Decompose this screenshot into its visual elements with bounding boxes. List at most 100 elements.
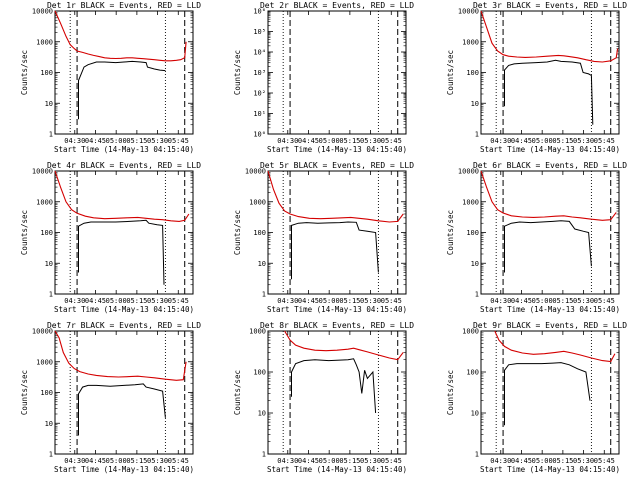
ytick-label: 10000 — [32, 328, 53, 336]
xtick-label: 05:30 — [360, 457, 381, 465]
xtick-label: 05:15 — [126, 137, 147, 145]
xtick-label: 05:30 — [147, 297, 168, 305]
xtick-label: 05:30 — [147, 137, 168, 145]
panel-title: Det 3r BLACK = Events, RED = LLD — [473, 1, 627, 10]
ytick-label: 100 — [40, 229, 53, 237]
series-lld — [54, 10, 187, 62]
xtick-label: 05:30 — [360, 137, 381, 145]
xtick-label: 05:00 — [532, 457, 553, 465]
xtick-label: 05:00 — [106, 457, 127, 465]
ytick-label: 1 — [49, 131, 53, 139]
xtick-label: 05:15 — [126, 457, 147, 465]
xtick-label: 05:00 — [532, 137, 553, 145]
xtick-label: 05:45 — [168, 137, 189, 145]
xtick-label: 05:15 — [126, 297, 147, 305]
x-axis-label: Start Time (14-May-13 04:15:40) — [267, 305, 407, 314]
ytick-label: 1000 — [462, 198, 479, 206]
xtick-label: 05:30 — [147, 457, 168, 465]
ytick-label: 1000 — [462, 38, 479, 46]
ytick-label: 1 — [49, 451, 53, 459]
ytick-label: 1000 — [36, 358, 53, 366]
xtick-label: 04:45 — [298, 297, 319, 305]
series-events — [78, 383, 166, 436]
series-events — [78, 219, 165, 285]
xtick-label: 04:45 — [85, 137, 106, 145]
ytick-label: 1 — [475, 291, 479, 299]
ytick-label: 10000 — [32, 168, 53, 176]
xtick-label: 05:00 — [319, 137, 340, 145]
panel-title: Det 4r BLACK = Events, RED = LLD — [47, 161, 201, 170]
x-axis-label: Start Time (14-May-13 04:15:40) — [54, 305, 194, 314]
y-axis-label: Counts/sec — [233, 370, 242, 415]
ytick-label: 10 — [45, 420, 53, 428]
xtick-label: 04:30 — [64, 457, 85, 465]
ytick-label: 10 — [471, 100, 479, 108]
xtick-label: 04:30 — [64, 137, 85, 145]
x-axis-label: Start Time (14-May-13 04:15:40) — [54, 465, 194, 474]
xtick-label: 04:45 — [85, 457, 106, 465]
series-lld — [54, 170, 190, 222]
ytick-label: 100 — [466, 229, 479, 237]
y-axis-label: Counts/sec — [446, 50, 455, 95]
xtick-label: 05:45 — [594, 457, 615, 465]
panel-title: Det 9r BLACK = Events, RED = LLD — [473, 321, 627, 330]
ytick-label: 10 — [45, 260, 53, 268]
panel-title: Det 7r BLACK = Events, RED = LLD — [47, 321, 201, 330]
ytick-label: 10 — [471, 410, 479, 418]
plot-frame — [54, 330, 194, 455]
panel-6r: Det 6r BLACK = Events, RED = LLD10000100… — [446, 161, 627, 314]
plot-frame — [54, 10, 194, 135]
series-events — [291, 221, 379, 280]
xtick-label: 04:30 — [277, 137, 298, 145]
x-axis-label: Start Time (14-May-13 04:15:40) — [54, 145, 194, 154]
series-events — [78, 60, 166, 120]
ytick-label: 100 — [466, 369, 479, 377]
xtick-label: 05:30 — [573, 297, 594, 305]
x-axis-label: Start Time (14-May-13 04:15:40) — [480, 145, 620, 154]
xtick-label: 05:30 — [573, 137, 594, 145]
series-lld — [480, 10, 619, 63]
ytick-label: 10² — [253, 90, 266, 98]
ytick-label: 1000 — [249, 198, 266, 206]
xtick-label: 05:00 — [319, 457, 340, 465]
xtick-label: 05:15 — [339, 297, 360, 305]
xtick-label: 04:45 — [511, 297, 532, 305]
xtick-label: 05:00 — [532, 297, 553, 305]
y-axis-label: Counts/sec — [20, 210, 29, 255]
panel-1r: Det 1r BLACK = Events, RED = LLD10000100… — [20, 1, 201, 154]
ytick-label: 100 — [466, 69, 479, 77]
x-axis-label: Start Time (14-May-13 04:15:40) — [267, 465, 407, 474]
panel-title: Det 5r BLACK = Events, RED = LLD — [260, 161, 414, 170]
ytick-label: 10⁶ — [253, 8, 266, 16]
ytick-label: 100 — [253, 369, 266, 377]
ytick-label: 10000 — [32, 8, 53, 16]
plot-frame — [480, 170, 620, 295]
panel-title: Det 6r BLACK = Events, RED = LLD — [473, 161, 627, 170]
xtick-label: 05:15 — [552, 297, 573, 305]
xtick-label: 05:30 — [360, 297, 381, 305]
xtick-label: 05:15 — [339, 137, 360, 145]
ytick-label: 10³ — [253, 69, 266, 77]
ytick-label: 10¹ — [253, 110, 266, 118]
series-lld — [480, 170, 617, 221]
xtick-label: 05:15 — [552, 137, 573, 145]
ytick-label: 10000 — [245, 168, 266, 176]
panel-3r: Det 3r BLACK = Events, RED = LLD10000100… — [446, 1, 627, 154]
panel-7r: Det 7r BLACK = Events, RED = LLD10000100… — [20, 321, 201, 474]
ytick-label: 10 — [471, 260, 479, 268]
xtick-label: 05:45 — [168, 297, 189, 305]
series-events — [291, 358, 377, 414]
x-axis-label: Start Time (14-May-13 04:15:40) — [480, 305, 620, 314]
xtick-label: 04:30 — [277, 457, 298, 465]
xtick-label: 04:45 — [298, 457, 319, 465]
xtick-label: 05:45 — [381, 137, 402, 145]
xtick-label: 05:45 — [594, 297, 615, 305]
plot-frame — [267, 330, 407, 455]
xtick-label: 04:30 — [490, 297, 511, 305]
panel-title: Det 1r BLACK = Events, RED = LLD — [47, 1, 201, 10]
xtick-label: 05:45 — [594, 137, 615, 145]
